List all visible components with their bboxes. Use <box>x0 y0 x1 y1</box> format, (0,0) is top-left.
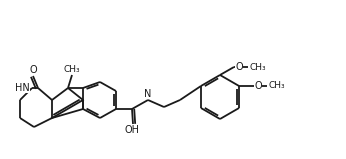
Text: N: N <box>144 89 152 99</box>
Text: CH₃: CH₃ <box>64 65 80 74</box>
Text: CH₃: CH₃ <box>249 62 266 72</box>
Text: O: O <box>29 65 37 75</box>
Text: O: O <box>235 62 243 72</box>
Text: HN: HN <box>15 83 30 93</box>
Text: O: O <box>254 81 262 91</box>
Text: CH₃: CH₃ <box>268 82 285 90</box>
Text: OH: OH <box>125 125 139 135</box>
